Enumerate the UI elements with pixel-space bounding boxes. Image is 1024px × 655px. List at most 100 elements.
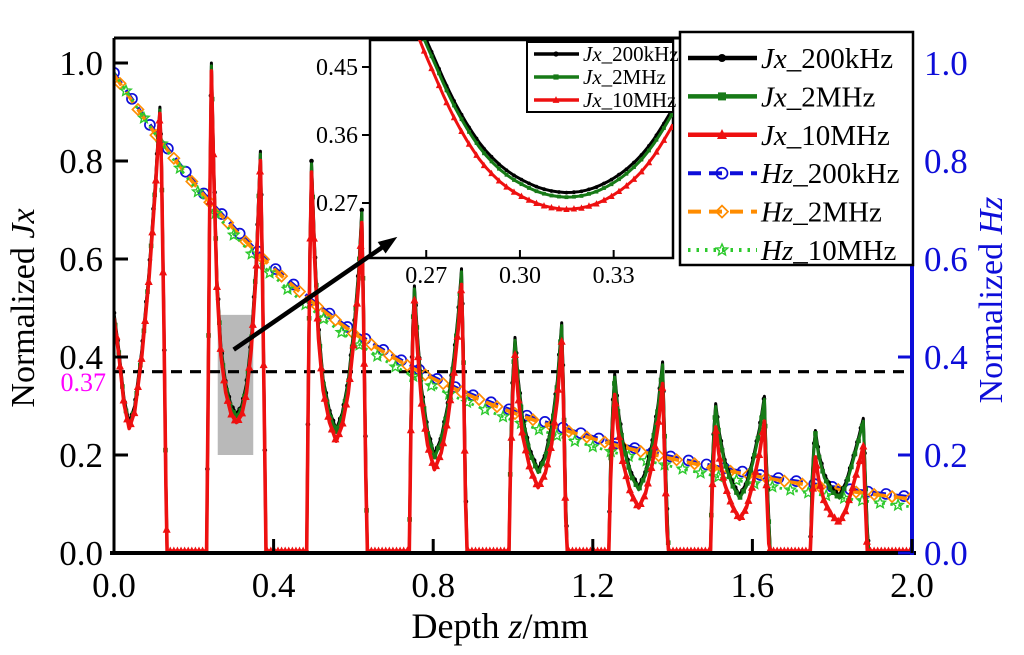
inset-jx-200khz-marker: [639, 153, 644, 157]
jx-2mhz-series-marker: [658, 377, 664, 383]
inset-x-tick-label: 0.27: [405, 263, 447, 289]
inset-jx-2mhz-marker: [444, 88, 449, 93]
hz-10mhz-series-marker: [136, 110, 151, 125]
inset-jx-10mhz-line: [418, 40, 673, 211]
legend-box: [678, 30, 915, 267]
legend-label: Jx_10MHz: [761, 120, 890, 152]
inset-jx-10mhz-marker: [653, 148, 660, 155]
jx-10mhz-series-marker: [126, 419, 135, 428]
jx-10mhz-series-marker: [227, 409, 236, 418]
x-axis-title: Depth z/mm: [411, 606, 588, 646]
jx-200khz-series-marker: [309, 158, 314, 164]
hz-10mhz-series-marker: [891, 497, 906, 512]
hz-10mhz-series-marker: [585, 439, 600, 453]
jx-2mhz-series-marker: [633, 482, 639, 487]
jx-2mhz-series-marker: [525, 443, 531, 449]
inset-jx-10mhz-marker: [563, 205, 570, 212]
jx-10mhz-series-marker: [722, 485, 731, 494]
bottom-tick-label: 0.0: [92, 566, 136, 605]
jx-10mhz-series-marker: [748, 482, 757, 491]
threshold-value-label: 0.37: [61, 368, 107, 397]
jx-10mhz-series-marker: [220, 375, 229, 384]
right-tick-label: 0.4: [924, 338, 968, 377]
inset-jx-2mhz-marker: [654, 137, 659, 142]
inset-plot: 0.27 0.30 0.33 0.27 0.36 0.45 Jx_200kHzJx_2MHz…: [316, 38, 679, 289]
inset-jx-10mhz-marker: [473, 151, 480, 158]
jx-2mhz-series-marker: [834, 493, 840, 499]
inset-jx-2mhz-marker: [489, 159, 494, 164]
inset-jx-2mhz-marker: [617, 177, 621, 182]
jx-10mhz-series-marker: [661, 488, 670, 497]
jx-10mhz-series-marker: [510, 350, 519, 359]
jx-2mhz-series-marker: [651, 432, 657, 438]
jx-10mhz-series-marker: [453, 331, 462, 340]
jx-10mhz-series-marker: [730, 504, 739, 513]
jx-10mhz-series-marker: [114, 331, 121, 340]
jx-10mhz-series-marker: [417, 398, 426, 407]
hz-200khz-series-marker: [215, 208, 228, 220]
jx-10mhz-series-marker: [615, 432, 624, 441]
legend-marker: [715, 166, 729, 180]
inset-jx-200khz-marker: [489, 154, 494, 159]
jx-10mhz-series-marker: [618, 456, 627, 465]
hz-2mhz-series-marker: [472, 392, 486, 407]
inset-jx-2mhz-marker: [564, 195, 569, 200]
jx-2mhz-series-marker: [637, 485, 642, 491]
hz-10mhz-series-marker: [496, 409, 511, 423]
hz-2mhz-series-marker: [490, 399, 504, 414]
hz-10mhz-series-line: [114, 72, 912, 509]
jx-2mhz-series-marker: [622, 451, 628, 456]
legend-label: Hz_2MHz: [760, 197, 882, 229]
hz-10mhz-series-marker: [693, 465, 708, 479]
zoom-arrow: [232, 240, 391, 352]
inset-jx-10mhz-marker: [428, 64, 435, 72]
inset-jx-2mhz-marker: [542, 191, 546, 196]
hz-10mhz-series-marker: [190, 184, 205, 198]
jx-10mhz-series-marker: [148, 227, 157, 236]
jx-10mhz-series-marker: [651, 441, 660, 450]
inset-jx-2mhz-marker: [662, 126, 666, 130]
jx-10mhz-series-marker: [205, 196, 214, 205]
jx-2mhz-series-marker: [823, 478, 829, 484]
jx-2mhz-series-marker: [550, 413, 556, 419]
jx-10mhz-series-marker: [245, 362, 254, 371]
jx-10mhz-series-marker: [446, 395, 455, 404]
jx-10mhz-series-marker: [755, 450, 764, 459]
inset-legend-item: Jx_200kHz: [534, 42, 679, 66]
jx-10mhz-series-marker: [338, 418, 347, 427]
inset-jx-2mhz-marker: [639, 157, 644, 162]
inset-jx-10mhz: [418, 40, 673, 212]
jx-10mhz-series-marker: [525, 461, 534, 470]
jx-10mhz-series-marker: [852, 469, 861, 478]
jx-10mhz-series-marker: [424, 444, 433, 453]
hz-10mhz-series-marker: [262, 265, 277, 279]
inset-jx-10mhz-marker: [555, 204, 563, 212]
legend-marker: [714, 242, 730, 257]
jx-10mhz-series-marker: [830, 513, 839, 522]
inset-jx-10mhz-marker: [525, 196, 533, 203]
inset-jx-200khz-marker: [572, 190, 576, 195]
jx-10mhz-series-marker: [155, 115, 164, 124]
jx-10mhz-series-marker: [844, 495, 853, 504]
jx-2mhz-series-marker: [719, 447, 725, 453]
hz-200khz-series-marker: [114, 66, 120, 79]
jx-10mhz-series-marker: [360, 358, 369, 367]
inset-jx-2mhz-marker: [467, 130, 471, 134]
legend-item: Jx_2MHz: [688, 81, 875, 113]
inset-jx-10mhz-marker: [608, 192, 615, 200]
inset-jx-200khz-marker: [602, 181, 606, 186]
inset-frame: [368, 38, 675, 260]
hz-10mhz-series-marker: [747, 476, 762, 490]
inset-jx-10mhz-marker: [593, 200, 600, 207]
legend-marker: [714, 204, 730, 219]
jx-10mhz-series-marker: [410, 295, 419, 304]
legend-marker: [717, 129, 727, 140]
jx-10mhz-series-marker: [414, 352, 423, 361]
jx-10mhz-series-marker: [115, 361, 124, 370]
jx-2mhz-series-marker: [630, 475, 635, 481]
jx-2mhz-series-marker: [737, 495, 743, 500]
jx-10mhz-series-marker: [431, 461, 440, 470]
jx-10mhz-series-marker: [625, 485, 634, 494]
jx-10mhz-series-marker: [256, 166, 265, 175]
